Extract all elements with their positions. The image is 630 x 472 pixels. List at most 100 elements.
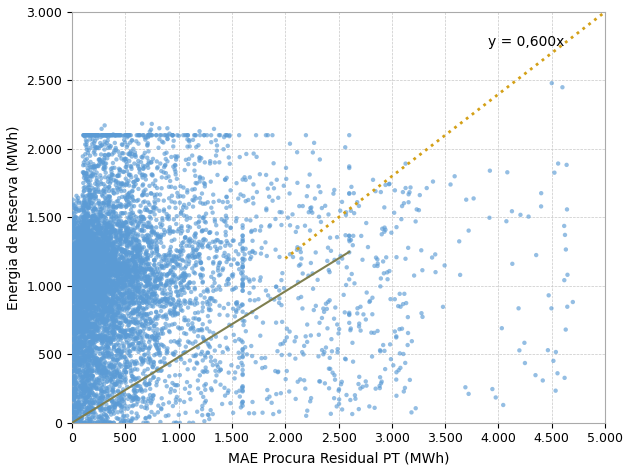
Point bbox=[176, 210, 186, 218]
Point bbox=[84, 301, 94, 309]
Point bbox=[161, 262, 171, 270]
Point bbox=[115, 373, 125, 380]
Point bbox=[139, 220, 149, 228]
Point bbox=[132, 244, 142, 252]
Point bbox=[140, 283, 150, 290]
Point bbox=[79, 255, 89, 263]
Point bbox=[488, 385, 498, 393]
Point bbox=[94, 327, 104, 335]
Point bbox=[140, 255, 151, 262]
Point bbox=[88, 271, 98, 278]
Point bbox=[74, 411, 84, 418]
Point bbox=[121, 318, 131, 326]
Point bbox=[134, 305, 144, 313]
Point bbox=[102, 250, 112, 258]
Point bbox=[93, 243, 103, 251]
Point bbox=[84, 247, 94, 254]
Point bbox=[159, 150, 169, 158]
Point bbox=[91, 267, 101, 275]
Point bbox=[90, 240, 100, 248]
Point bbox=[124, 342, 134, 350]
Point bbox=[365, 297, 375, 304]
Point bbox=[171, 288, 181, 295]
Point bbox=[94, 131, 104, 139]
Point bbox=[120, 155, 130, 163]
Point bbox=[87, 372, 97, 379]
Point bbox=[100, 283, 110, 290]
Point bbox=[94, 260, 105, 267]
Point bbox=[109, 362, 119, 370]
Point bbox=[138, 341, 148, 349]
Point bbox=[87, 367, 97, 375]
Point bbox=[344, 131, 354, 139]
Point bbox=[74, 281, 84, 288]
Point bbox=[183, 254, 193, 261]
Point bbox=[116, 263, 126, 270]
Point bbox=[151, 177, 161, 184]
Point bbox=[105, 253, 115, 261]
Point bbox=[74, 261, 84, 268]
Point bbox=[88, 288, 98, 296]
Point bbox=[74, 402, 84, 409]
Point bbox=[69, 311, 79, 319]
Point bbox=[78, 243, 88, 251]
Point bbox=[344, 309, 354, 317]
Point bbox=[111, 300, 121, 307]
Point bbox=[103, 369, 113, 376]
Point bbox=[85, 247, 95, 254]
Point bbox=[151, 381, 161, 389]
Point bbox=[94, 297, 104, 305]
Point bbox=[84, 251, 94, 259]
Point bbox=[84, 264, 94, 272]
Point bbox=[86, 288, 96, 295]
Point bbox=[104, 187, 114, 195]
Point bbox=[86, 255, 96, 262]
Point bbox=[114, 228, 124, 236]
Point bbox=[123, 214, 133, 221]
Point bbox=[101, 278, 112, 285]
Point bbox=[105, 208, 115, 215]
Point bbox=[108, 131, 118, 139]
Point bbox=[83, 260, 93, 268]
Point bbox=[464, 390, 474, 397]
Point bbox=[209, 125, 219, 133]
Point bbox=[117, 351, 127, 359]
Point bbox=[93, 287, 103, 295]
Point bbox=[109, 341, 119, 349]
Point bbox=[328, 190, 338, 197]
Point bbox=[91, 312, 101, 319]
Point bbox=[79, 230, 89, 237]
Point bbox=[88, 390, 98, 397]
Point bbox=[162, 271, 172, 278]
Point bbox=[132, 285, 142, 292]
Point bbox=[79, 207, 89, 214]
Point bbox=[92, 233, 102, 241]
Point bbox=[142, 293, 152, 300]
Point bbox=[104, 405, 114, 413]
Point bbox=[88, 261, 98, 269]
Point bbox=[68, 350, 78, 358]
Point bbox=[94, 236, 105, 244]
Point bbox=[68, 379, 78, 387]
Point bbox=[73, 194, 83, 202]
Point bbox=[94, 360, 105, 367]
Point bbox=[108, 172, 118, 179]
Point bbox=[80, 250, 90, 258]
Point bbox=[88, 292, 98, 299]
Point bbox=[140, 206, 150, 214]
Point bbox=[89, 204, 100, 212]
Point bbox=[94, 299, 104, 306]
Point bbox=[354, 373, 364, 380]
Point bbox=[100, 334, 110, 341]
Point bbox=[104, 265, 114, 272]
Point bbox=[379, 228, 389, 236]
Point bbox=[101, 131, 112, 139]
Point bbox=[88, 313, 98, 320]
Point bbox=[142, 273, 152, 280]
Point bbox=[99, 185, 109, 193]
Point bbox=[89, 219, 100, 226]
Point bbox=[70, 343, 80, 351]
Point bbox=[76, 342, 86, 350]
Point bbox=[89, 251, 99, 258]
Point bbox=[130, 243, 140, 250]
